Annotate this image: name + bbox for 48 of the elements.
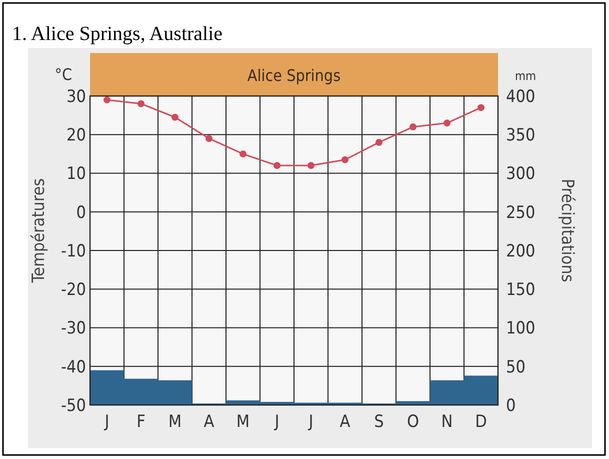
x-tick-label: S [374,412,384,432]
x-tick-label: A [340,412,351,432]
y-tick-label: -30 [61,318,86,339]
chart-subtitle: Alice Springs [247,66,341,85]
y2-tick-label: 100 [506,318,536,339]
x-tick-label: A [204,412,215,432]
x-tick-label: O [406,412,420,432]
x-tick-label: N [441,412,453,432]
point [240,150,246,158]
x-tick-label: D [475,412,487,432]
point [376,138,382,146]
y2-tick-label: 0 [506,396,516,416]
x-tick-label: J [274,412,280,432]
y2-tick-label: 300 [506,164,536,184]
y2-tick-label: 250 [506,202,536,223]
text: °C [54,65,72,84]
y-tick-label: -40 [61,357,86,378]
y2-tick-label: 400 [506,86,536,107]
x-tick-label: M [236,412,250,432]
y2-tick-label: 150 [506,280,536,300]
y-tick-label: -20 [61,280,86,300]
x-tick-label: J [308,412,314,432]
point [444,120,450,127]
point [410,123,416,130]
y-tick-label: -50 [61,396,86,416]
y-tick-label: 0 [76,202,86,223]
chart-title: 1. Alice Springs, Australie [12,23,223,45]
point [138,100,144,108]
point [274,162,280,170]
point [342,156,348,164]
point [478,104,484,112]
point [308,162,314,170]
x-tick-label: M [168,412,182,432]
y2-tick-label: 50 [506,357,526,378]
text: mm [515,69,536,83]
point [104,96,110,104]
y-tick-label: 10 [66,164,86,184]
x-tick-label: J [104,412,110,432]
y2-axis-title: Précipitations [557,178,577,282]
y-tick-label: 20 [66,126,86,146]
point [206,134,212,142]
y-tick-label: 30 [66,86,86,107]
y2-tick-label: 200 [506,241,536,262]
y2-tick-label: 350 [506,126,536,146]
y-tick-label: -10 [61,241,86,262]
point [172,114,178,121]
y-axis-title: Températures [29,178,49,284]
x-tick-label: F [136,412,146,432]
